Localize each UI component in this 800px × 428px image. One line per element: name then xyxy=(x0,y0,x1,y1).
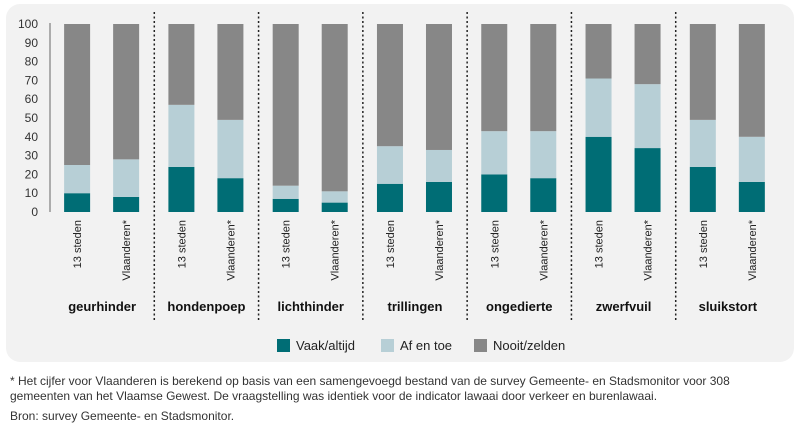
group-label: sluikstort xyxy=(699,299,758,314)
bar-segment xyxy=(168,24,195,105)
bar-category-label: 13 steden xyxy=(72,220,84,268)
y-tick-label: 60 xyxy=(25,92,39,106)
bar-segment xyxy=(321,202,348,212)
bar-segment xyxy=(64,24,91,165)
y-tick-label: 80 xyxy=(25,55,39,69)
bar-segment xyxy=(168,166,195,212)
bar-category-label: 13 steden xyxy=(281,220,293,268)
bar-segment xyxy=(376,24,403,147)
legend-swatch xyxy=(277,339,290,352)
legend-label: Nooit/zelden xyxy=(493,338,565,353)
y-tick-label: 30 xyxy=(25,149,39,163)
group-label: lichthinder xyxy=(277,299,343,314)
bar-segment xyxy=(168,104,195,167)
bar-segment xyxy=(113,159,140,197)
bar-segment xyxy=(585,136,612,212)
legend-swatch xyxy=(474,339,487,352)
bar-segment xyxy=(272,198,299,212)
bar-segment xyxy=(425,149,452,182)
y-tick-label: 40 xyxy=(25,130,39,144)
bar-segment xyxy=(689,119,716,167)
bar-category-label: 13 steden xyxy=(594,220,606,268)
bar-segment xyxy=(530,178,557,212)
bar-segment xyxy=(481,174,508,212)
group-label: ongedierte xyxy=(486,299,552,314)
bar-segment xyxy=(585,24,612,79)
bar-segment xyxy=(585,78,612,137)
source-note: Bron: survey Gemeente- en Stadsmonitor. xyxy=(10,409,235,423)
y-tick-label: 0 xyxy=(31,205,38,219)
group-label: geurhinder xyxy=(68,299,136,314)
group-label: zwerfvuil xyxy=(596,299,652,314)
bar-segment xyxy=(272,24,299,186)
bar-segment xyxy=(64,193,91,212)
bar-category-label: Vlaanderen* xyxy=(121,219,133,280)
bar-segment xyxy=(634,148,661,212)
bar-category-label: 13 steden xyxy=(698,220,710,268)
bar-category-label: Vlaanderen* xyxy=(538,219,550,280)
y-tick-label: 100 xyxy=(18,17,38,31)
bar-segment xyxy=(113,24,140,160)
y-tick-label: 10 xyxy=(25,186,39,200)
bar-segment xyxy=(738,181,765,212)
chart-panel: 0 10 20 30 40 50 60 70 80 90 100 13 steden Vlaandere… xyxy=(6,4,794,362)
bar-segment xyxy=(689,166,716,212)
legend-label: Vaak/altijd xyxy=(296,338,355,353)
y-tick-label: 70 xyxy=(25,73,39,87)
bar-category-label: 13 steden xyxy=(176,220,188,268)
bar-category-label: Vlaanderen* xyxy=(330,219,342,280)
bar-category-label: Vlaanderen* xyxy=(643,219,655,280)
bar-segment xyxy=(738,136,765,182)
bar-category-label: 13 steden xyxy=(489,220,501,268)
bar-segment xyxy=(530,24,557,132)
bar-segment xyxy=(634,24,661,85)
bar-segment xyxy=(530,131,557,179)
bar-segment xyxy=(217,178,244,212)
bar-category-label: 13 steden xyxy=(385,220,397,268)
bar-segment xyxy=(425,24,452,150)
bar-segment xyxy=(113,196,140,212)
bar-category-label: Vlaanderen* xyxy=(434,219,446,280)
bar-segment xyxy=(217,119,244,179)
bar-segment xyxy=(425,181,452,212)
legend-label: Af en toe xyxy=(400,338,452,353)
bar-category-label: Vlaanderen* xyxy=(747,219,759,280)
bar-segment xyxy=(738,24,765,137)
bar-segment xyxy=(321,24,348,192)
legend-swatch xyxy=(381,339,394,352)
bar-segment xyxy=(376,146,403,184)
bar-category-label: Vlaanderen* xyxy=(225,219,237,280)
group-label: trillingen xyxy=(388,299,443,314)
bar-segment xyxy=(634,84,661,149)
bar-segment xyxy=(217,24,244,120)
y-tick-label: 90 xyxy=(25,36,39,50)
footnote: * Het cijfer voor Vlaanderen is berekend… xyxy=(10,374,730,403)
y-tick-label: 20 xyxy=(25,167,39,181)
bar-segment xyxy=(272,185,299,199)
stacked-bar-chart: 0 10 20 30 40 50 60 70 80 90 100 13 steden Vlaandere… xyxy=(18,12,765,353)
bar-segment xyxy=(321,191,348,203)
bar-segment xyxy=(376,183,403,212)
y-tick-label: 50 xyxy=(25,111,39,125)
bar-segment xyxy=(64,165,91,194)
group-label: hondenpoep xyxy=(167,299,245,314)
bar-segment xyxy=(689,24,716,120)
bar-segment xyxy=(481,131,508,175)
bar-segment xyxy=(481,24,508,132)
